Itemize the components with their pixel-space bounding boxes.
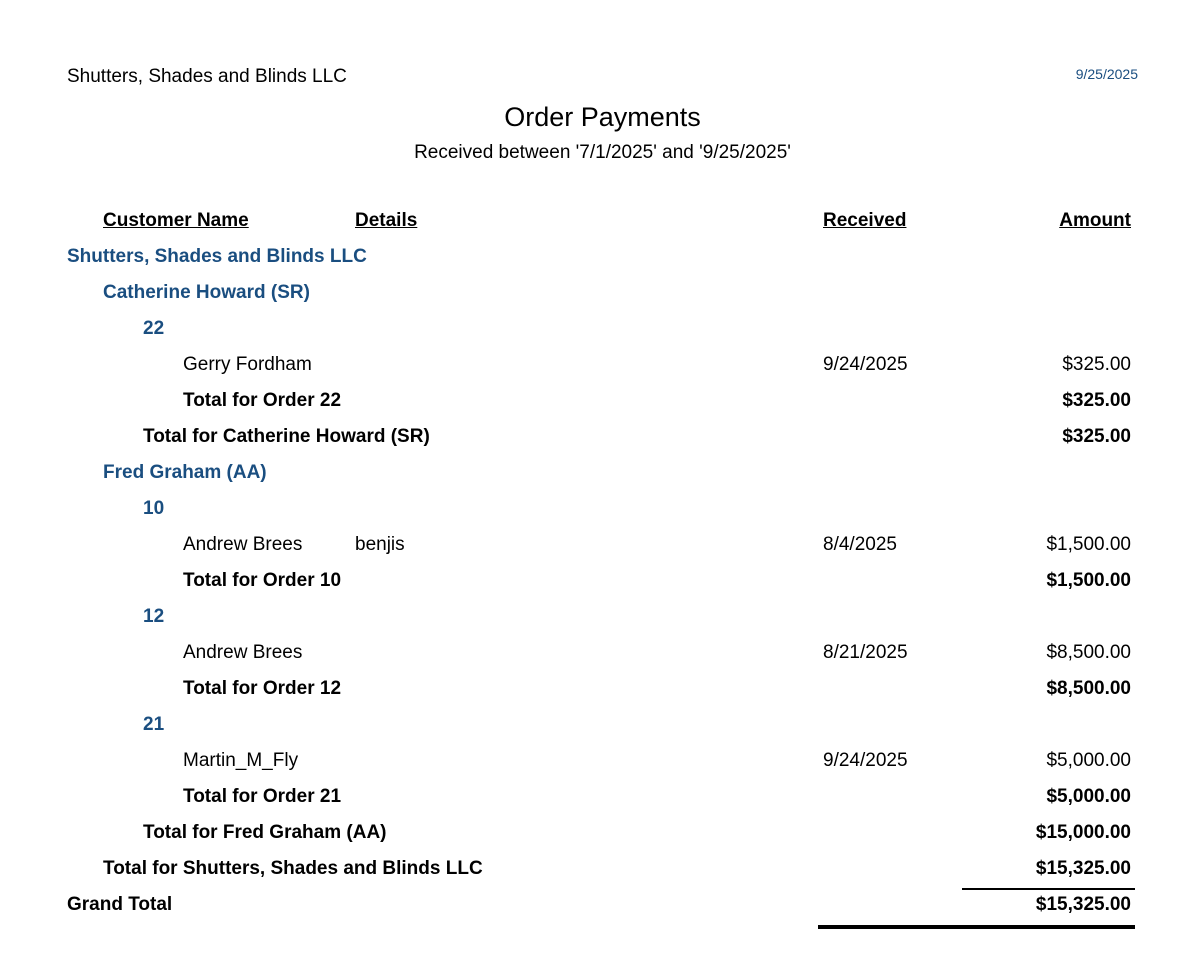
order-total-row: Total for Order 10 $1,500.00 (0, 570, 1190, 606)
rep-row: Fred Graham (AA) (0, 462, 1190, 498)
grand-total-label: Grand Total (67, 894, 173, 915)
order-row: 22 (0, 318, 1190, 354)
rep-total-row: Total for Fred Graham (AA) $15,000.00 (0, 822, 1190, 858)
company-total-label: Total for Shutters, Shades and Blinds LL… (103, 858, 483, 879)
payment-label: Andrew Brees (183, 642, 303, 663)
grand-total-rule (818, 925, 1135, 929)
order-label: 21 (143, 714, 165, 735)
order-total-label: Total for Order 12 (183, 678, 342, 699)
rep-label: Catherine Howard (SR) (103, 282, 310, 303)
payment-label: Gerry Fordham (183, 354, 312, 375)
payment-amount: $1,500.00 (1046, 534, 1131, 555)
rep-total-label: Total for Catherine Howard (SR) (143, 426, 430, 447)
rep-total-amount: $325.00 (1062, 426, 1131, 447)
rep-row: Catherine Howard (SR) (0, 282, 1190, 318)
order-label: 10 (143, 498, 165, 519)
order-total-row: Total for Order 21 $5,000.00 (0, 786, 1190, 822)
order-total-amount: $325.00 (1062, 390, 1131, 411)
order-label: 12 (143, 606, 165, 627)
company-row: Shutters, Shades and Blinds LLC (0, 246, 1190, 282)
order-label: 22 (143, 318, 165, 339)
payment-label: Andrew Brees (183, 534, 303, 555)
order-total-label: Total for Order 21 (183, 786, 342, 807)
column-header-details: Details (355, 210, 418, 231)
company-total-row: Total for Shutters, Shades and Blinds LL… (0, 858, 1190, 894)
rep-label: Fred Graham (AA) (103, 462, 267, 483)
order-total-amount: $1,500.00 (1046, 570, 1131, 591)
report-subtitle: Received between '7/1/2025' and '9/25/20… (414, 142, 791, 163)
order-row: 10 (0, 498, 1190, 534)
order-total-amount: $8,500.00 (1046, 678, 1131, 699)
payment-received-date: 9/24/2025 (823, 354, 908, 375)
report-title: Order Payments (504, 102, 701, 132)
rep-total-row: Total for Catherine Howard (SR) $325.00 (0, 426, 1190, 462)
payment-received-date: 9/24/2025 (823, 750, 908, 771)
company-name: Shutters, Shades and Blinds LLC (67, 66, 347, 87)
order-total-label: Total for Order 22 (183, 390, 342, 411)
order-total-row: Total for Order 12 $8,500.00 (0, 678, 1190, 714)
payment-amount: $8,500.00 (1046, 642, 1131, 663)
column-header-customer-name: Customer Name (103, 210, 249, 231)
payment-details: benjis (355, 534, 405, 555)
order-total-label: Total for Order 10 (183, 570, 342, 591)
subtotal-rule (962, 888, 1135, 890)
grand-total-amount: $15,325.00 (1035, 894, 1131, 915)
payment-label: Martin_M_Fly (183, 750, 299, 771)
company-label: Shutters, Shades and Blinds LLC (67, 246, 367, 267)
order-total-amount: $5,000.00 (1046, 786, 1131, 807)
payment-amount: $325.00 (1062, 354, 1131, 375)
grand-total-row: Grand Total $15,325.00 (0, 894, 1190, 930)
report-date: 9/25/2025 (1075, 66, 1138, 82)
payment-received-date: 8/21/2025 (823, 642, 908, 663)
rep-total-amount: $15,000.00 (1035, 822, 1131, 843)
rep-total-label: Total for Fred Graham (AA) (143, 822, 387, 843)
payment-row: Martin_M_Fly 9/24/2025 $5,000.00 (0, 750, 1190, 786)
column-header-amount: Amount (1059, 210, 1131, 231)
column-header-received: Received (823, 210, 907, 231)
order-row: 12 (0, 606, 1190, 642)
payment-received-date: 8/4/2025 (823, 534, 897, 555)
payment-row: Gerry Fordham 9/24/2025 $325.00 (0, 354, 1190, 390)
company-total-amount: $15,325.00 (1035, 858, 1131, 879)
payment-row: Andrew Brees benjis 8/4/2025 $1,500.00 (0, 534, 1190, 570)
order-row: 21 (0, 714, 1190, 750)
order-total-row: Total for Order 22 $325.00 (0, 390, 1190, 426)
payment-row: Andrew Brees 8/21/2025 $8,500.00 (0, 642, 1190, 678)
payment-amount: $5,000.00 (1046, 750, 1131, 771)
